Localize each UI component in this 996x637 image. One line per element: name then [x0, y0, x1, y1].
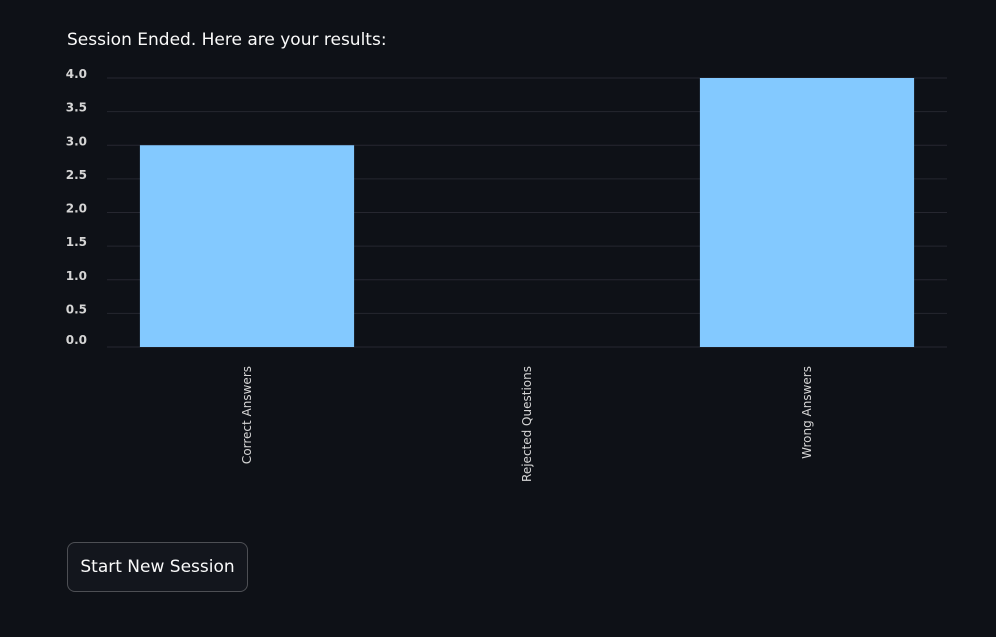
start-new-session-button[interactable]: Start New Session [67, 542, 248, 592]
results-chart: 0.0 0.5 1.0 1.5 2.0 2.5 3.0 3.5 4.0 Correct Answe… [66, 67, 947, 482]
y-tick-label: 3.5 [66, 101, 87, 115]
y-tick-label: 0.0 [66, 333, 87, 347]
bar-chart: 0.0 0.5 1.0 1.5 2.0 2.5 3.0 3.5 4.0 Correct Answe… [66, 67, 947, 482]
y-tick-label: 1.0 [66, 269, 87, 283]
x-tick-label: Rejected Questions [520, 366, 534, 482]
y-tick-label: 1.5 [66, 235, 87, 249]
y-tick-label: 4.0 [66, 67, 87, 81]
y-tick-label: 2.0 [66, 202, 87, 216]
x-tick-label: Correct Answers [240, 366, 254, 464]
y-tick-label: 3.0 [66, 134, 87, 148]
y-tick-label: 0.5 [66, 302, 87, 316]
results-heading: Session Ended. Here are your results: [67, 30, 387, 50]
x-tick-label: Wrong Answers [800, 366, 814, 459]
bar [699, 78, 915, 347]
bar [139, 145, 355, 347]
y-tick-label: 2.5 [66, 168, 87, 182]
